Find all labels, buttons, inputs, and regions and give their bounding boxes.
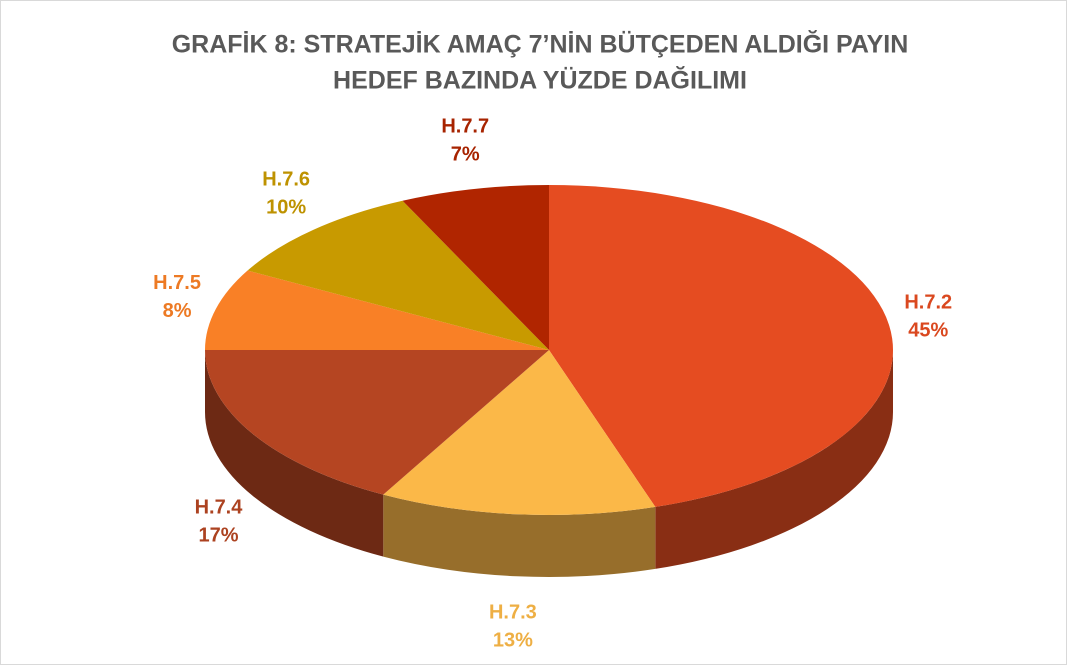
data-label-name: H.7.7 [441, 115, 489, 137]
data-label-value: 45% [908, 320, 948, 342]
data-label-value: 13% [493, 629, 533, 651]
data-label-name: H.7.3 [489, 601, 537, 623]
pie-slice [383, 350, 656, 515]
pie-slice [205, 270, 549, 350]
pie-slice-side [655, 350, 893, 569]
data-label-name: H.7.2 [904, 292, 952, 314]
data-label-value: 10% [266, 197, 306, 219]
data-label-value: 7% [451, 143, 480, 165]
chart-title: GRAFİK 8: STRATEJİK AMAÇ 7’NİN BÜTÇEDEN … [172, 30, 909, 59]
pie-slice-side [205, 350, 384, 557]
data-label-name: H.7.6 [262, 169, 310, 191]
data-label-value: 17% [198, 525, 238, 547]
data-label-value: 8% [163, 300, 192, 322]
pie-slice [402, 185, 549, 350]
pie-slice [549, 185, 893, 507]
chart-title: HEDEF BAZINDA YÜZDE DAĞILIMI [333, 66, 747, 95]
pie-slice [247, 200, 549, 350]
pie-slice-side [383, 494, 656, 577]
pie-slice [205, 350, 549, 495]
data-label-name: H.7.4 [195, 497, 244, 519]
data-label-name: H.7.5 [153, 272, 201, 294]
